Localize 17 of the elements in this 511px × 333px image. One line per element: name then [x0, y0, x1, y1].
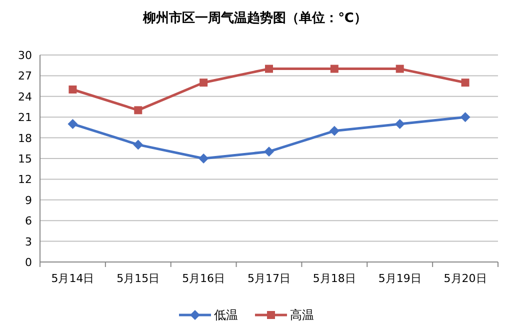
point [329, 126, 340, 136]
point [133, 140, 144, 150]
point [330, 64, 338, 73]
point [265, 64, 273, 73]
point [68, 86, 77, 94]
legend-label: 低温 [214, 308, 238, 322]
legend-label: 高温 [290, 308, 314, 322]
point [264, 146, 274, 157]
point [68, 119, 78, 129]
point [394, 119, 405, 129]
point [460, 112, 470, 122]
point [200, 78, 208, 87]
point [198, 154, 209, 164]
title: 柳州市区一周气温趋势图（单位：℃） [143, 11, 367, 26]
point [461, 78, 470, 87]
point [396, 64, 404, 73]
point [134, 106, 142, 114]
